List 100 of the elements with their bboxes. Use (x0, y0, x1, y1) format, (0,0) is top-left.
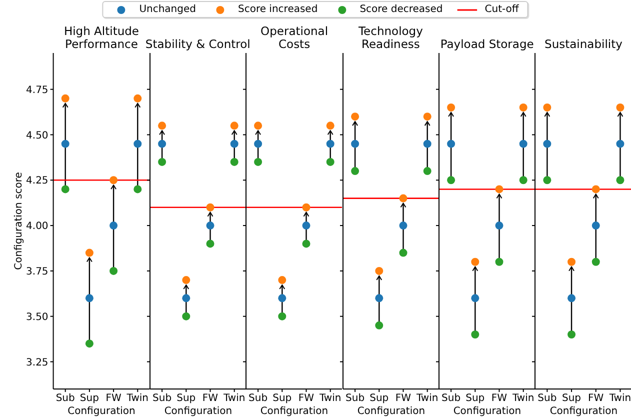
point (592, 222, 600, 230)
x-tick-label: FW (298, 393, 314, 404)
point (278, 294, 286, 302)
legend-label: Cut-off (484, 4, 519, 15)
point (230, 140, 238, 148)
x-axis-title: Configuration (68, 406, 136, 417)
point (422, 140, 431, 148)
point (398, 222, 407, 230)
point (350, 112, 359, 121)
point (182, 276, 190, 284)
point (326, 122, 334, 130)
y-tick-label: 3.75 (26, 266, 48, 278)
point (110, 222, 118, 230)
x-tick-label: Twin (511, 393, 534, 404)
point (374, 321, 383, 330)
point (519, 140, 528, 148)
y-axis-title: Configuration score (14, 172, 25, 270)
x-tick-label: Twin (318, 393, 342, 404)
point (422, 167, 431, 176)
point (134, 185, 142, 194)
legend-label: Score increased (238, 4, 318, 15)
point (616, 103, 625, 112)
point (61, 185, 70, 194)
point (302, 222, 310, 230)
point (519, 176, 528, 184)
chart-title: Operational Costs (260, 24, 328, 51)
x-axis-title: Configuration (164, 406, 232, 417)
x-tick-label: Sup (80, 393, 99, 404)
point (254, 140, 262, 148)
point (568, 294, 576, 302)
y-tick-label: 4.25 (26, 176, 48, 187)
y-tick-label: 4.75 (26, 84, 48, 96)
x-tick-label: Sup (466, 393, 485, 404)
x-tick-label: Sub (152, 393, 172, 404)
point (616, 176, 625, 184)
point (398, 194, 407, 202)
point (61, 94, 70, 102)
point (495, 222, 504, 230)
point (471, 294, 480, 302)
point (85, 340, 94, 348)
legend-label: Unchanged (139, 4, 196, 15)
point (592, 185, 600, 194)
point (254, 122, 262, 130)
point (446, 103, 455, 112)
x-tick-label: Sub (56, 393, 75, 404)
point (182, 312, 190, 320)
point (374, 266, 383, 275)
x-tick-label: Sup (176, 393, 196, 404)
y-tick-label: 3.50 (26, 312, 48, 323)
point (206, 203, 214, 212)
point (85, 294, 94, 302)
x-tick-label: Sub (345, 393, 364, 404)
point (519, 103, 528, 112)
x-axis-title: Configuration (550, 406, 618, 417)
point (134, 94, 142, 102)
point (471, 330, 480, 338)
point (568, 330, 576, 338)
x-tick-label: Sup (562, 393, 582, 404)
point (543, 103, 552, 112)
point (592, 258, 600, 266)
point (158, 122, 166, 130)
point (350, 140, 359, 148)
point (158, 158, 166, 166)
point (495, 258, 504, 266)
chart-title: Stability & Control (144, 37, 252, 51)
point (278, 276, 286, 284)
x-tick-label: Twin (608, 393, 631, 404)
point (182, 294, 190, 302)
chart-title: High Altitude Performance (64, 24, 139, 51)
x-axis-title: Configuration (260, 406, 328, 417)
point (446, 140, 455, 148)
chart-title: Technology Readiness (358, 24, 423, 51)
chart-title: Sustainability (544, 37, 622, 51)
point (158, 140, 166, 148)
point (616, 140, 625, 148)
x-tick-label: FW (588, 393, 604, 404)
point (398, 248, 407, 257)
point (230, 158, 238, 166)
point (471, 258, 480, 266)
point (446, 176, 455, 184)
x-axis-title: Configuration (356, 406, 425, 417)
x-tick-label: Sub (248, 393, 268, 404)
point (326, 158, 334, 166)
x-tick-label: FW (394, 393, 411, 404)
point (206, 222, 214, 230)
x-tick-label: Twin (126, 393, 148, 404)
point (374, 294, 383, 302)
point (543, 140, 552, 148)
point (254, 158, 262, 166)
point (495, 185, 504, 194)
point (230, 122, 238, 130)
point (278, 312, 286, 320)
point (422, 112, 431, 121)
point (302, 240, 310, 248)
x-tick-label: Sub (441, 393, 460, 404)
x-tick-label: Twin (222, 393, 245, 404)
y-tick-label: 3.25 (26, 357, 48, 368)
x-tick-label: Sup (369, 393, 388, 404)
x-tick-label: FW (202, 393, 218, 404)
point (350, 167, 359, 176)
